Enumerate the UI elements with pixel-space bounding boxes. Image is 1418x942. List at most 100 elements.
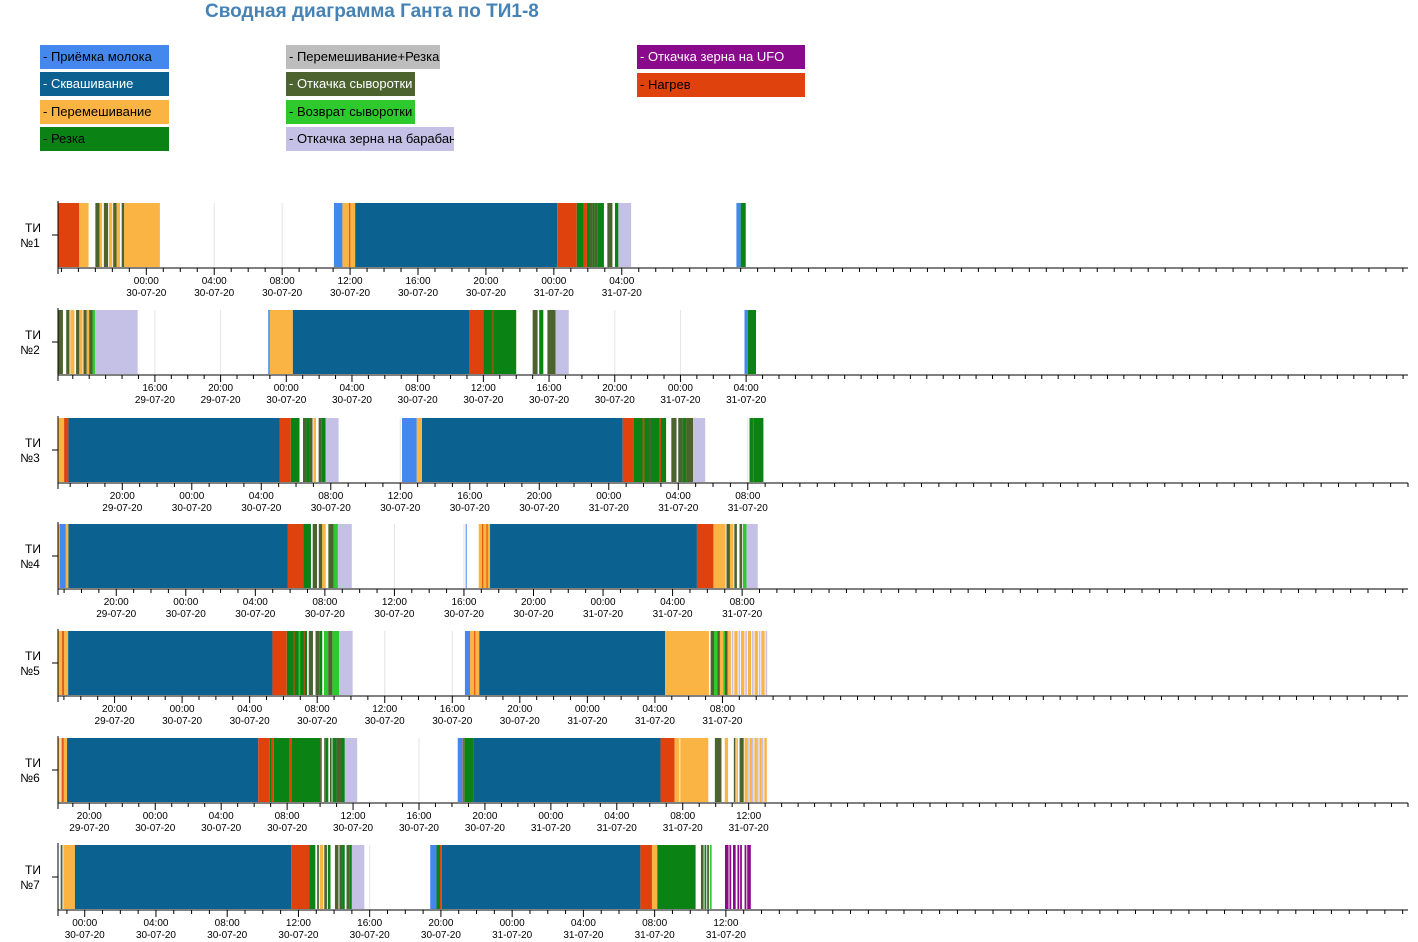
gantt-segment	[747, 738, 749, 802]
gantt-segment	[94, 310, 138, 374]
gantt-segment	[765, 631, 768, 695]
legend-item: - Откачка сыворотки	[286, 72, 415, 96]
gantt-segment	[323, 631, 329, 695]
gantt-segment	[320, 738, 322, 802]
gantt-segment	[589, 203, 593, 267]
gantt-segment	[678, 418, 683, 482]
x-tick-date: 31-07-20	[663, 823, 703, 834]
gantt-segment	[258, 738, 270, 802]
x-tick-label: 08:00	[305, 704, 330, 715]
gantt-segment	[309, 418, 313, 482]
gantt-segment	[124, 203, 160, 267]
gantt-segment	[740, 845, 742, 909]
gantt-segment	[539, 310, 544, 374]
x-tick-label: 16:00	[457, 491, 482, 502]
gantt-segment	[68, 631, 273, 695]
x-tick-date: 30-07-20	[421, 930, 461, 941]
x-tick-date: 30-07-20	[466, 288, 506, 299]
gantt-segment	[333, 524, 338, 588]
gantt-segment	[709, 845, 712, 909]
x-tick-label: 00:00	[143, 811, 168, 822]
x-tick-label: 04:00	[571, 918, 596, 929]
x-tick-label: 00:00	[500, 918, 525, 929]
gantt-row: ТИ№100:0030-07-2004:0030-07-2008:0030-07…	[20, 201, 1408, 299]
gantt-segment	[62, 631, 64, 695]
x-tick-date: 30-07-20	[380, 503, 420, 514]
gantt-segment	[747, 631, 752, 695]
gantt-segment	[402, 418, 417, 482]
gantt-segment	[486, 524, 488, 588]
gantt-segment	[309, 845, 316, 909]
x-tick-date: 30-07-20	[126, 288, 166, 299]
gantt-segment	[58, 738, 60, 802]
gantt-segment	[682, 418, 687, 482]
x-tick-label: 04:00	[143, 918, 168, 929]
x-tick-label: 20:00	[527, 491, 552, 502]
gantt-segment	[108, 203, 113, 267]
gantt-segment	[752, 418, 754, 482]
gantt-segment	[79, 203, 89, 267]
gantt-segment	[86, 310, 90, 374]
gantt-segment	[287, 524, 304, 588]
row-label: №7	[20, 878, 40, 892]
x-tick-label: 20:00	[521, 597, 546, 608]
gantt-segment	[62, 738, 64, 802]
gantt-segment	[83, 310, 87, 374]
x-tick-date: 30-07-20	[201, 823, 241, 834]
gantt-segment	[465, 524, 467, 588]
legend-item: - Резка	[40, 127, 169, 151]
x-tick-label: 04:00	[237, 704, 262, 715]
x-tick-label: 16:00	[405, 276, 430, 287]
gantt-segment	[462, 738, 465, 802]
x-tick-date: 30-07-20	[207, 930, 247, 941]
x-tick-label: 12:00	[388, 491, 413, 502]
gantt-segment	[734, 524, 737, 588]
x-tick-date: 29-07-20	[95, 716, 135, 727]
x-tick-label: 20:00	[472, 811, 497, 822]
x-tick-label: 04:00	[642, 704, 667, 715]
x-tick-date: 30-07-20	[135, 823, 175, 834]
gantt-segment	[328, 524, 334, 588]
gantt-segment	[430, 845, 437, 909]
gantt-segment	[66, 310, 70, 374]
gantt-segment	[761, 631, 765, 695]
x-tick-label: 04:00	[339, 383, 364, 394]
gantt-segment	[739, 738, 744, 802]
x-tick-label: 20:00	[473, 276, 498, 287]
gantt-row: ТИ№700:0030-07-2004:0030-07-2008:0030-07…	[20, 843, 1408, 941]
gantt-segment	[665, 631, 709, 695]
x-tick-label: 12:00	[372, 704, 397, 715]
gantt-segment	[68, 524, 288, 588]
gantt-segment	[686, 418, 694, 482]
gantt-segment	[342, 203, 356, 267]
gantt-segment	[59, 524, 66, 588]
gantt-segment	[744, 845, 747, 909]
x-tick-date: 31-07-20	[728, 503, 768, 514]
gantt-segment	[337, 524, 352, 588]
x-tick-date: 30-07-20	[465, 823, 505, 834]
x-tick-date: 31-07-20	[729, 823, 769, 834]
gantt-segment	[279, 418, 291, 482]
x-tick-label: 20:00	[507, 704, 532, 715]
x-tick-date: 30-07-20	[230, 716, 270, 727]
gantt-segment	[724, 845, 729, 909]
gantt-segment	[269, 310, 293, 374]
gantt-segment	[293, 631, 295, 695]
gantt-segment	[464, 631, 471, 695]
x-tick-date: 30-07-20	[235, 609, 275, 620]
x-tick-date: 30-07-20	[500, 716, 540, 727]
gantt-segment	[733, 738, 736, 802]
gantt-segment	[63, 845, 75, 909]
x-tick-date: 30-07-20	[365, 716, 405, 727]
gantt-segment	[594, 203, 598, 267]
x-tick-date: 30-07-20	[595, 395, 635, 406]
gantt-segment	[436, 845, 441, 909]
gantt-segment	[341, 738, 345, 802]
gantt-segment	[756, 738, 759, 802]
gantt-segment	[648, 418, 652, 482]
row-label: №2	[20, 343, 40, 357]
x-tick-label: 00:00	[274, 383, 299, 394]
gantt-row: ТИ№520:0029-07-2000:0030-07-2004:0030-07…	[20, 629, 1408, 727]
gantt-segment	[315, 631, 320, 695]
